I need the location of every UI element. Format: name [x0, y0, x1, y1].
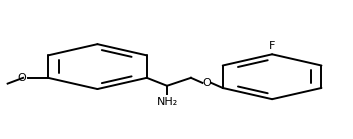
Text: O: O	[203, 78, 211, 88]
Text: O: O	[17, 73, 26, 83]
Text: F: F	[269, 41, 275, 51]
Text: NH₂: NH₂	[156, 97, 178, 107]
